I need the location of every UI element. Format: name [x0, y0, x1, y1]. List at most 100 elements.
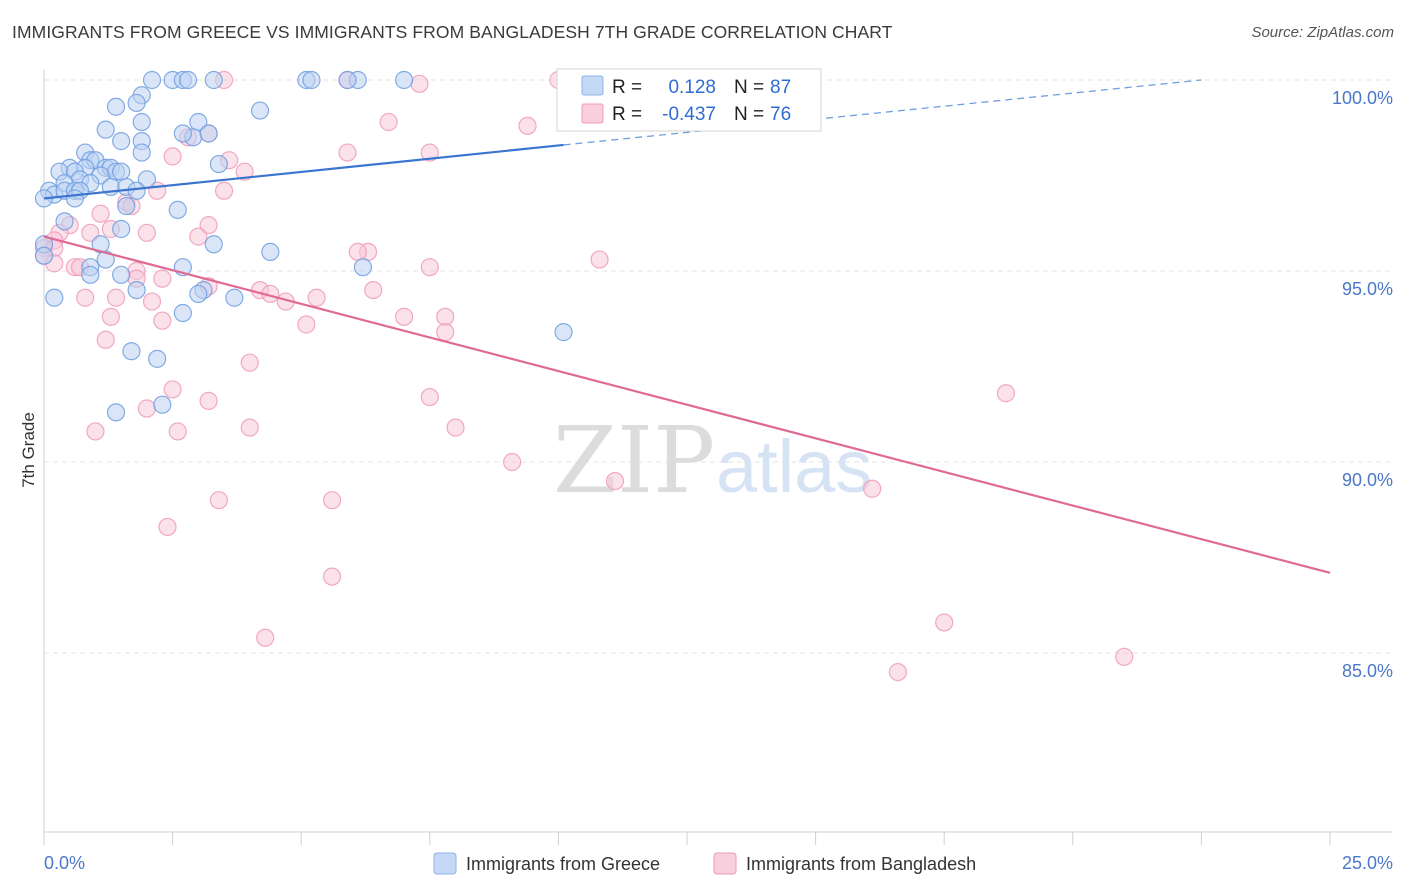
x-tick-label-0: 0.0%	[44, 853, 85, 873]
bangladesh-point	[86, 422, 105, 441]
greece-point	[199, 124, 218, 143]
bangladesh-point	[76, 288, 95, 307]
bangladesh-point	[106, 288, 126, 307]
y-tick-labels: 100.0% 95.0% 90.0% 85.0%	[1332, 88, 1393, 681]
bangladesh-point	[96, 330, 115, 349]
greece-point	[112, 132, 131, 151]
bangladesh-point	[153, 311, 172, 330]
stats-r-value-greece: 0.128	[668, 77, 716, 98]
greece-point	[112, 219, 131, 239]
watermark-zip: ZIP	[553, 407, 715, 514]
y-tick-label-1: 95.0%	[1342, 279, 1393, 299]
bangladesh-point	[420, 258, 439, 277]
trend-line-bangladesh	[43, 235, 1331, 574]
watermark-atlas: atlas	[716, 425, 872, 508]
greece-point	[106, 97, 126, 116]
bangladesh-point	[338, 143, 357, 162]
greece-point	[204, 70, 223, 90]
greece-point	[65, 189, 84, 208]
bangladesh-point	[348, 242, 367, 261]
series-bangladesh-points	[34, 70, 1134, 682]
stats-n-value-greece: 87	[770, 77, 791, 98]
bangladesh-point	[322, 491, 342, 510]
stats-n-value-bangladesh: 76	[770, 104, 791, 125]
legend-label-bangladesh: Immigrants from Bangladesh	[746, 854, 976, 874]
bangladesh-point	[322, 567, 342, 586]
bangladesh-point	[935, 613, 954, 632]
greece-point	[106, 403, 126, 422]
greece-point	[261, 242, 280, 261]
greece-point	[132, 143, 151, 162]
greece-point	[148, 349, 167, 368]
stats-swatch-bangladesh	[581, 103, 604, 124]
bangladesh-point	[379, 112, 398, 132]
stats-r-label-greece: R =	[612, 77, 642, 98]
y-axis-label: 7th Grade	[19, 412, 38, 488]
greece-point	[353, 258, 373, 277]
bangladesh-point	[446, 418, 465, 437]
series-greece-points	[34, 70, 573, 422]
legend-label-greece: Immigrants from Greece	[466, 854, 660, 874]
bangladesh-point	[137, 399, 156, 418]
greece-point	[338, 70, 357, 90]
trend-lines	[43, 79, 1331, 574]
y-tick-label-2: 90.0%	[1342, 470, 1393, 490]
bangladesh-point	[240, 353, 259, 372]
greece-point	[96, 250, 115, 269]
bangladesh-point	[168, 422, 187, 441]
greece-point	[122, 342, 141, 361]
trend-line-greece	[43, 143, 564, 200]
bangladesh-point	[863, 479, 882, 498]
legend: Immigrants from Greece Immigrants from B…	[433, 852, 976, 875]
greece-point	[112, 162, 131, 181]
greece-point	[394, 70, 414, 90]
greece-point	[178, 70, 198, 90]
bangladesh-point	[199, 216, 218, 235]
greece-point	[153, 395, 172, 414]
greece-point	[225, 288, 244, 307]
bangladesh-point	[436, 323, 455, 342]
bangladesh-point	[436, 307, 455, 326]
bangladesh-point	[1115, 647, 1134, 666]
greece-point	[302, 70, 321, 90]
greece-point	[34, 246, 54, 265]
greece-point	[127, 93, 146, 113]
bangladesh-point	[153, 269, 172, 288]
greece-point	[209, 154, 228, 174]
bangladesh-point	[209, 491, 228, 510]
bangladesh-point	[256, 628, 275, 647]
stats-n-label-greece: N =	[734, 77, 764, 98]
bangladesh-point	[91, 204, 110, 223]
bangladesh-point	[590, 250, 609, 269]
bangladesh-point	[81, 223, 100, 242]
bangladesh-point	[199, 391, 218, 410]
greece-point	[127, 281, 146, 300]
bangladesh-point	[163, 147, 182, 166]
bangladesh-point	[605, 472, 625, 491]
greece-point	[173, 303, 192, 323]
greece-point	[250, 101, 270, 120]
bangladesh-point	[137, 223, 156, 242]
greece-point	[554, 323, 573, 342]
bangladesh-point	[142, 292, 162, 311]
stats-box: R = 0.128 N = 87 R = -0.437 N = 76	[556, 68, 822, 132]
greece-point	[55, 212, 74, 231]
bangladesh-point	[189, 227, 208, 246]
greece-point	[81, 265, 100, 284]
greece-point	[117, 196, 136, 216]
y-tick-label-0: 100.0%	[1332, 88, 1393, 108]
greece-point	[189, 284, 208, 304]
greece-point	[112, 265, 131, 284]
bangladesh-point	[420, 143, 439, 162]
bangladesh-point	[235, 162, 254, 181]
chart-title: IMMIGRANTS FROM GREECE VS IMMIGRANTS FRO…	[12, 22, 893, 42]
bangladesh-point	[503, 452, 522, 472]
bangladesh-point	[420, 387, 439, 407]
greece-point	[168, 200, 187, 219]
stats-r-value-bangladesh: -0.437	[662, 104, 716, 125]
bangladesh-point	[518, 116, 537, 135]
trend-line-greece-extension	[563, 79, 1202, 146]
bangladesh-point	[364, 281, 383, 300]
greece-point	[204, 235, 223, 254]
